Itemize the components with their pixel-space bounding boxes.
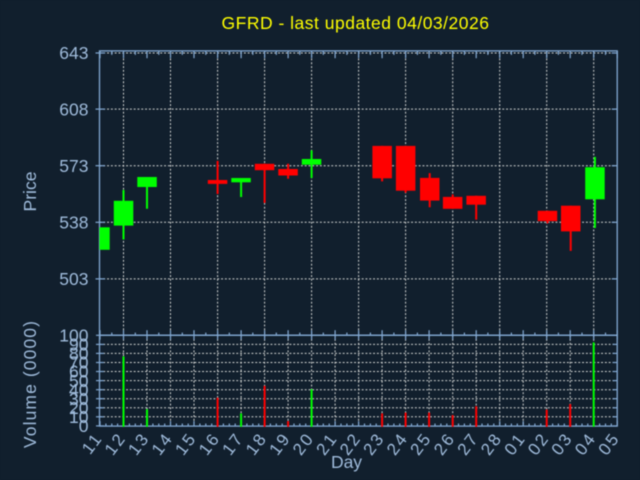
svg-text:20: 20 (69, 398, 89, 418)
svg-text:40: 40 (69, 380, 89, 400)
svg-text:10: 10 (69, 407, 89, 427)
svg-text:538: 538 (59, 213, 88, 233)
svg-text:GFRD - last updated 04/03/2026: GFRD - last updated 04/03/2026 (222, 13, 490, 33)
svg-text:60: 60 (69, 362, 89, 382)
svg-text:Price: Price (20, 172, 40, 212)
svg-text:Volume (0000): Volume (0000) (20, 320, 40, 448)
svg-text:643: 643 (59, 43, 88, 63)
svg-text:608: 608 (59, 99, 88, 119)
svg-text:30: 30 (69, 389, 89, 409)
svg-text:503: 503 (59, 269, 88, 289)
svg-text:Day: Day (331, 452, 362, 472)
svg-text:0: 0 (79, 416, 89, 436)
svg-text:70: 70 (69, 353, 89, 373)
svg-text:573: 573 (59, 156, 88, 176)
svg-text:90: 90 (69, 335, 89, 355)
svg-text:80: 80 (69, 344, 89, 364)
svg-text:100: 100 (59, 326, 88, 346)
svg-text:50: 50 (69, 371, 89, 391)
